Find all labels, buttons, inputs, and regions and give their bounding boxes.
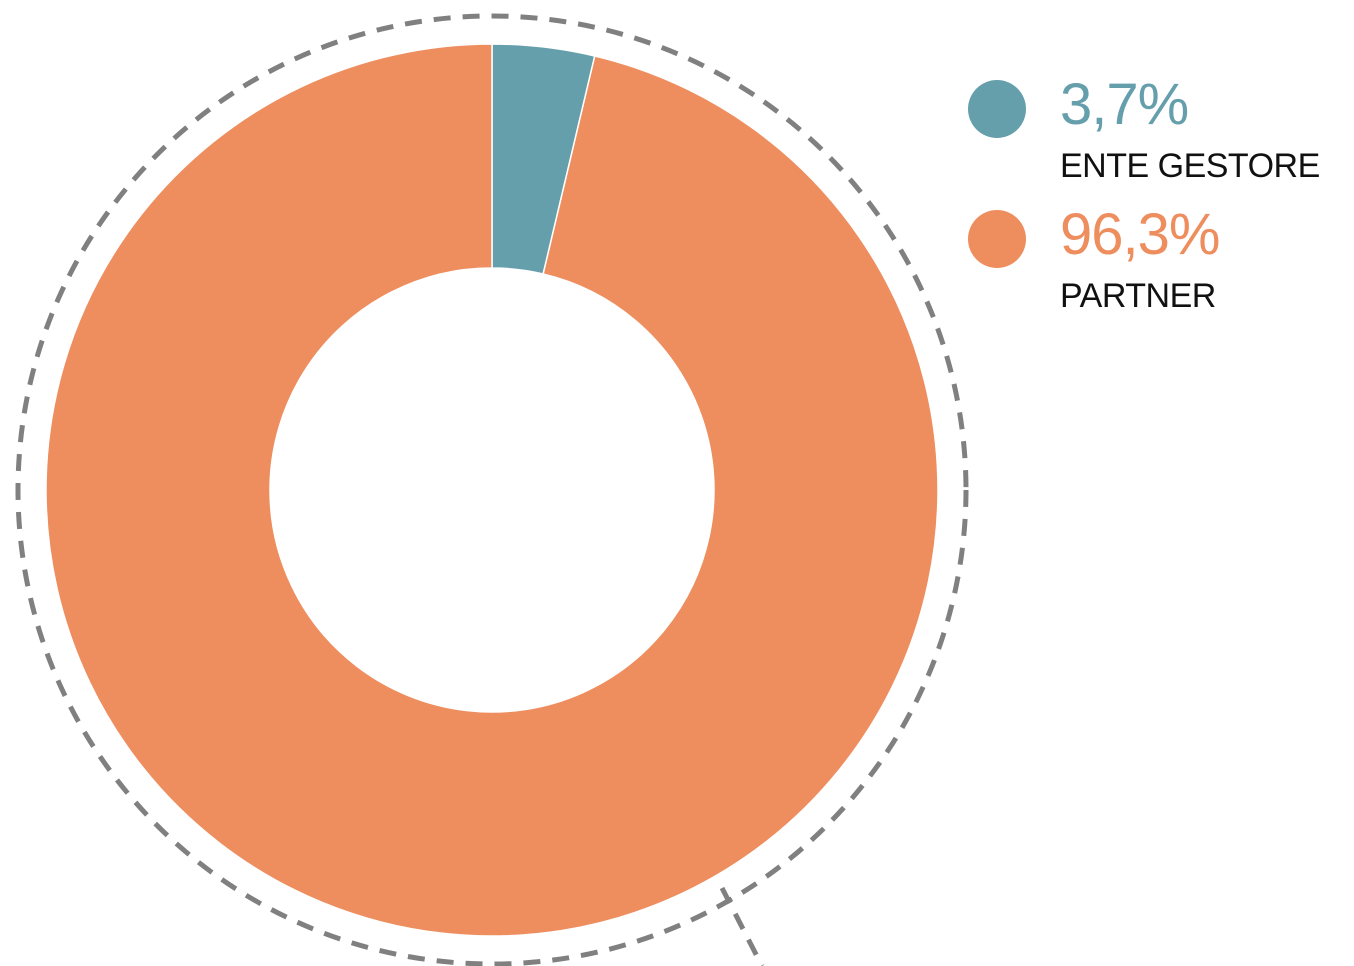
donut-slices [45, 43, 939, 937]
legend-percent-partner: 96,3% [1060, 202, 1220, 267]
dashed-connector [719, 886, 765, 966]
slice-partner [45, 43, 939, 937]
legend-dot-partner [968, 210, 1026, 268]
legend-label-partner: PARTNER [1060, 277, 1216, 315]
legend-percent-ente-gestore: 3,7% [1060, 72, 1189, 137]
legend-item-partner: 96,3% PARTNER [968, 202, 1348, 338]
legend-item-ente-gestore: 3,7% ENTE GESTORE [968, 72, 1348, 208]
legend-label-ente-gestore: ENTE GESTORE [1060, 147, 1320, 185]
dashed-outline [15, 13, 969, 966]
legend-dot-ente-gestore [968, 80, 1026, 138]
